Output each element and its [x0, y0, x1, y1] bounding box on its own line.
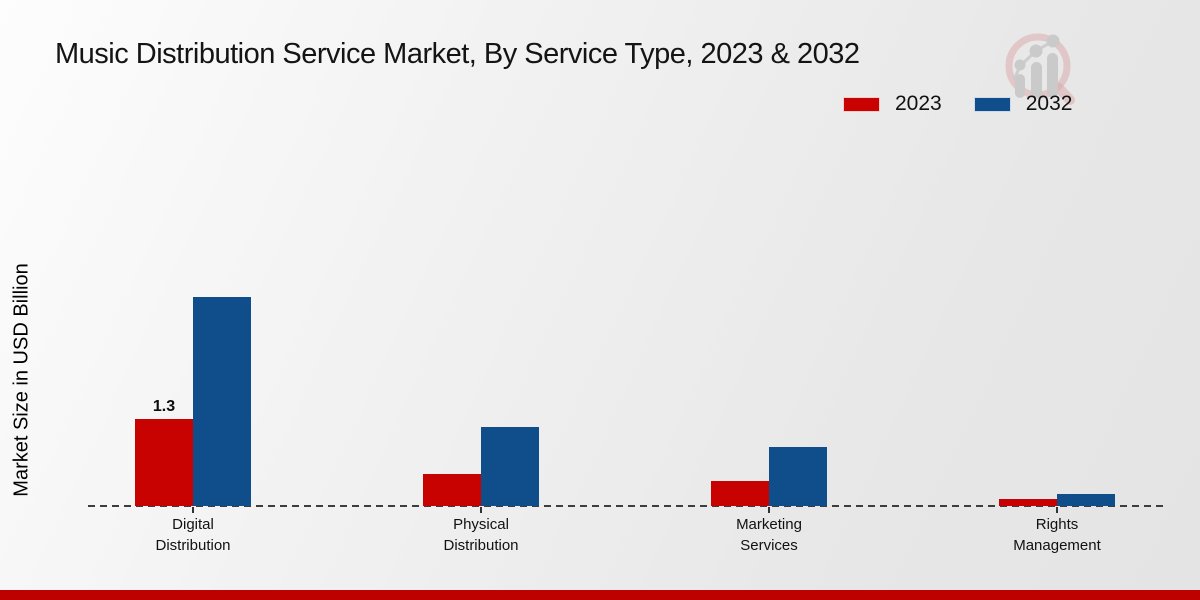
legend-item-2032: 2032 [973, 92, 1073, 116]
x-axis-category-label-digital-distribution: Digital Distribution [155, 516, 231, 554]
legend-label-2032: 2032 [1025, 92, 1073, 115]
bar-2023-rights-management [999, 499, 1057, 506]
legend-label-2023: 2023 [895, 92, 942, 115]
legend: 2023 2032 [843, 92, 1072, 116]
x-axis-baseline [88, 505, 1163, 507]
bar-2023-physical-distribution [423, 474, 481, 506]
x-axis-tick-marketing-services [768, 507, 770, 513]
bar-2032-rights-management [1057, 494, 1115, 506]
legend-item-2023: 2023 [843, 92, 942, 116]
x-axis-tick-physical-distribution [480, 507, 482, 513]
bar-2023-digital-distribution [135, 419, 193, 506]
x-axis-category-label-physical-distribution: Physical Distribution [443, 516, 519, 554]
x-axis-category-label-rights-management: Rights Management [1013, 516, 1101, 554]
chart-title: Music Distribution Service Market, By Se… [55, 38, 860, 70]
bar-2023-marketing-services [711, 481, 769, 506]
bar-2032-physical-distribution [481, 427, 539, 506]
bar-2032-marketing-services [769, 447, 827, 506]
x-axis-tick-digital-distribution [192, 507, 194, 513]
magnifier-growth-chart-logo-icon [1005, 33, 1075, 105]
x-axis-category-label-marketing-services: Marketing Services [736, 516, 802, 554]
footer-accent-strip [0, 590, 1200, 600]
x-axis-tick-rights-management [1056, 507, 1058, 513]
data-label-2023-digital-distribution: 1.3 [152, 398, 176, 415]
bar-2032-digital-distribution [193, 297, 251, 506]
legend-swatch-2032 [973, 96, 1011, 112]
legend-swatch-2023 [843, 96, 880, 112]
